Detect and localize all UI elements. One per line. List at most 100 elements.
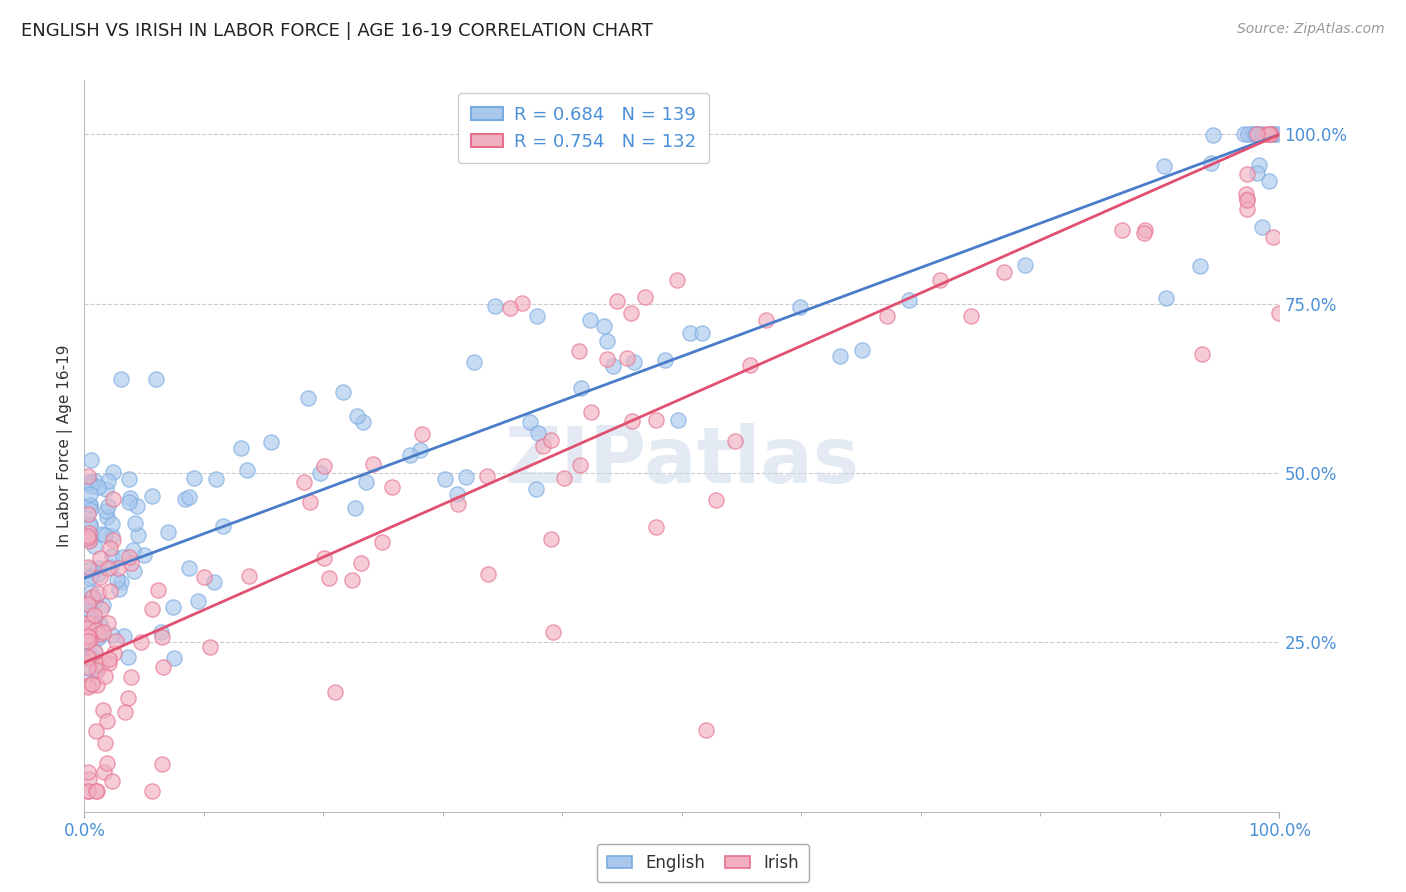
Point xyxy=(177,560,200,574)
Point xyxy=(1236,202,1258,216)
Point xyxy=(1133,226,1156,240)
Point xyxy=(120,557,142,571)
Point xyxy=(93,703,115,717)
Point xyxy=(77,560,100,574)
Point xyxy=(98,541,121,555)
Point xyxy=(174,491,197,506)
Point xyxy=(162,600,184,615)
Point xyxy=(90,527,112,541)
Point xyxy=(107,561,129,575)
Point xyxy=(318,571,340,585)
Point xyxy=(312,458,335,473)
Point xyxy=(79,607,101,622)
Point xyxy=(77,765,100,780)
Point xyxy=(193,570,215,584)
Point xyxy=(1251,128,1274,142)
Point xyxy=(183,471,205,485)
Point xyxy=(314,550,336,565)
Point xyxy=(187,594,209,608)
Point xyxy=(87,586,110,600)
Point xyxy=(77,630,100,644)
Point xyxy=(361,457,384,471)
Point xyxy=(84,665,107,679)
Point xyxy=(399,449,422,463)
Point xyxy=(79,475,101,489)
Point xyxy=(665,273,688,287)
Point xyxy=(105,634,128,648)
Point xyxy=(86,678,108,692)
Point xyxy=(340,573,363,587)
Point xyxy=(80,615,103,630)
Point xyxy=(1234,186,1257,201)
Point xyxy=(740,358,762,372)
Point xyxy=(129,635,152,649)
Point xyxy=(1244,128,1267,142)
Point xyxy=(1258,128,1281,142)
Point xyxy=(1202,128,1225,142)
Point xyxy=(200,640,222,654)
Point xyxy=(79,498,101,512)
Point xyxy=(117,690,139,705)
Point xyxy=(97,475,120,489)
Point xyxy=(122,564,145,578)
Point xyxy=(1246,166,1268,180)
Point xyxy=(117,649,139,664)
Point xyxy=(352,415,374,429)
Point xyxy=(101,528,124,542)
Point xyxy=(80,453,103,467)
Point xyxy=(91,598,114,612)
Point xyxy=(332,384,354,399)
Point xyxy=(569,381,592,395)
Point xyxy=(79,571,101,585)
Point xyxy=(86,784,108,798)
Point xyxy=(79,487,101,501)
Point xyxy=(1251,220,1274,235)
Point xyxy=(118,472,141,486)
Point xyxy=(621,414,644,428)
Point xyxy=(97,656,120,670)
Point xyxy=(91,624,114,639)
Point xyxy=(238,569,260,583)
Point xyxy=(107,582,129,597)
Point xyxy=(1257,174,1279,188)
Point xyxy=(77,660,100,674)
Point xyxy=(89,551,111,566)
Point xyxy=(695,723,717,738)
Point xyxy=(79,498,101,512)
Point xyxy=(82,590,104,604)
Point xyxy=(79,627,101,641)
Point xyxy=(77,629,100,643)
Text: ZIPatlas: ZIPatlas xyxy=(505,423,859,499)
Point xyxy=(1191,347,1213,361)
Point xyxy=(499,301,522,315)
Point xyxy=(77,526,100,541)
Point xyxy=(86,480,108,494)
Point xyxy=(446,497,468,511)
Point xyxy=(141,602,163,616)
Point xyxy=(100,560,122,574)
Point xyxy=(578,312,600,326)
Point xyxy=(755,312,778,326)
Point xyxy=(134,549,156,563)
Point xyxy=(79,598,101,612)
Point xyxy=(1261,128,1284,142)
Point xyxy=(157,524,180,539)
Point xyxy=(569,458,592,473)
Point xyxy=(1260,128,1282,142)
Y-axis label: In Labor Force | Age 16-19: In Labor Force | Age 16-19 xyxy=(58,344,73,548)
Point xyxy=(77,533,100,548)
Point xyxy=(79,502,101,516)
Point xyxy=(101,516,124,531)
Point xyxy=(86,632,108,646)
Point xyxy=(177,491,200,505)
Point xyxy=(94,504,117,518)
Point xyxy=(259,435,281,450)
Point xyxy=(120,670,142,684)
Point xyxy=(77,507,100,521)
Point xyxy=(690,326,713,340)
Point xyxy=(79,593,101,607)
Point xyxy=(596,352,619,367)
Point xyxy=(297,391,319,405)
Point xyxy=(96,483,118,497)
Point xyxy=(411,426,433,441)
